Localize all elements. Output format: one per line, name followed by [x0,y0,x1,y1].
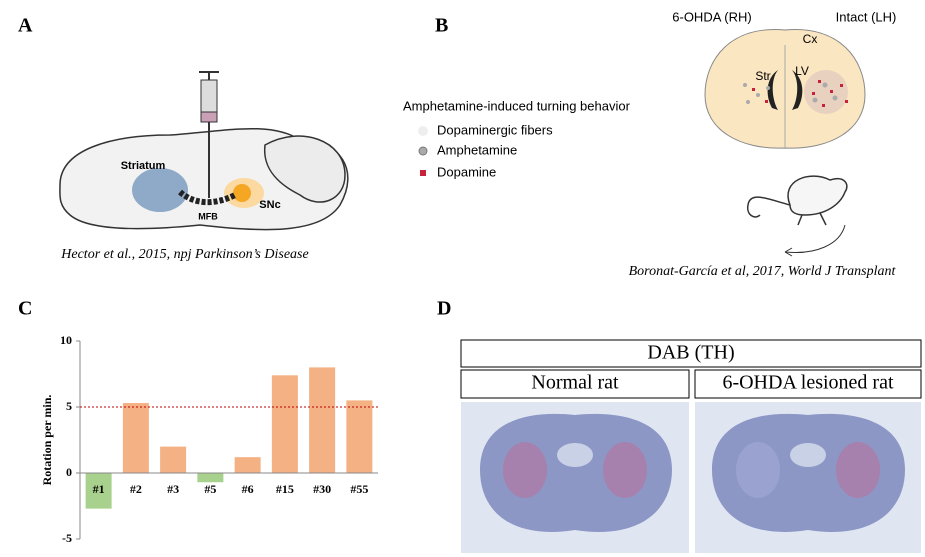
header-box [460,339,922,368]
region-label: Striatum [121,160,166,172]
legend-entry: Amphetamine [437,142,517,157]
x-tick-label: #15 [276,482,294,496]
bar [122,403,149,473]
y-tick-label: 5 [66,399,72,413]
caption: Boronat-García et al, 2017, World J Tran… [629,264,897,279]
y-tick-label: 0 [66,465,72,479]
x-tick-label: #55 [350,482,368,496]
legend-swatch [418,146,428,156]
panel-label: C [18,298,32,320]
bar [346,400,373,473]
bar [160,446,187,473]
y-tick-label: 10 [60,333,72,347]
bar [309,367,336,473]
histology-image [461,402,689,553]
region-label: MFB [198,211,218,221]
x-tick-label: #30 [313,482,331,496]
brain-coronal [704,29,866,149]
x-tick-label: #5 [204,482,216,496]
hemisphere-label: Intact (LH) [836,9,897,24]
bar [85,473,112,509]
caption: Hector et al., 2015, npj Parkinson’s Dis… [60,247,308,262]
bar [197,473,224,483]
bar [271,375,298,473]
column-box [694,369,922,399]
panel-label: A [18,15,33,37]
column-header: Normal rat [531,372,619,394]
legend-entry: Dopaminergic fibers [437,122,553,137]
hemisphere-label: 6-OHDA (RH) [672,9,751,24]
legend-swatch [420,170,426,176]
region-label: Cx [803,32,818,46]
legend-swatch [418,126,428,136]
x-tick-label: #1 [93,482,105,496]
region-label: Str [755,69,770,83]
x-tick-label: #3 [167,482,179,496]
panel-label: D [437,298,451,320]
chart: C Rotation per min. #1 #2 #3 #5 #6 #15 #30 #55 -… [18,298,378,545]
header: DAB (TH) [647,342,734,364]
legend-entry: Dopamine [437,164,496,179]
region-label: LV [795,64,809,78]
column-box [460,369,690,399]
x-tick-label: #6 [242,482,254,496]
panel-label: B [435,15,448,37]
column-header: 6-OHDA lesioned rat [722,372,894,394]
region-label: SNc [259,199,280,211]
legend-title: Amphetamine-induced turning behavior [403,98,631,113]
y-axis-title: Rotation per min. [40,395,54,486]
x-tick-label: #2 [130,482,142,496]
bar [234,457,261,473]
brain-sagittal [59,71,349,231]
histology-image [695,402,921,553]
y-tick-label: -5 [62,531,72,545]
rat-drawing [746,175,848,257]
